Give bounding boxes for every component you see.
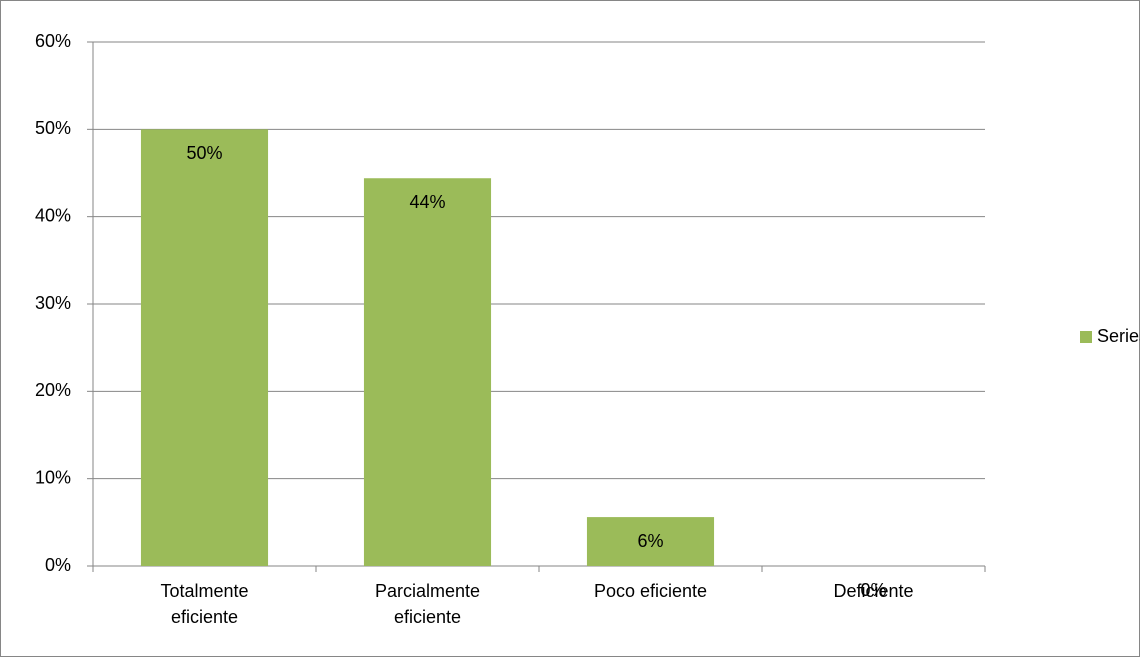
legend-swatch <box>1080 331 1092 343</box>
x-tick-label: Totalmente eficiente <box>160 581 249 627</box>
x-tick-label-box: Totalmente eficiente <box>160 581 249 627</box>
bar <box>363 178 492 567</box>
data-label: 50% <box>186 143 222 163</box>
y-tick-label: 0% <box>45 555 71 575</box>
y-tick-label: 50% <box>35 118 71 138</box>
x-tick-label-box: Poco eficiente <box>593 581 708 601</box>
x-tick-label: Poco eficiente <box>593 581 708 601</box>
x-tick-label-box: Deficiente <box>833 581 914 601</box>
data-label: 6% <box>637 531 663 551</box>
y-tick-label: 40% <box>35 205 71 225</box>
y-tick-label: 30% <box>35 293 71 313</box>
x-tick-label: Deficiente <box>833 581 914 601</box>
x-tick-label-box: Parcialmente eficiente <box>374 581 481 627</box>
bar <box>586 517 715 566</box>
bar <box>140 129 269 567</box>
y-tick-label: 10% <box>35 467 71 487</box>
legend-label: Series1 <box>1097 326 1140 346</box>
y-tick-label: 60% <box>35 31 71 51</box>
data-label: 0% <box>860 580 886 600</box>
y-tick-label: 20% <box>35 380 71 400</box>
x-tick-label: Parcialmente eficiente <box>374 581 481 627</box>
data-label: 44% <box>409 192 445 212</box>
